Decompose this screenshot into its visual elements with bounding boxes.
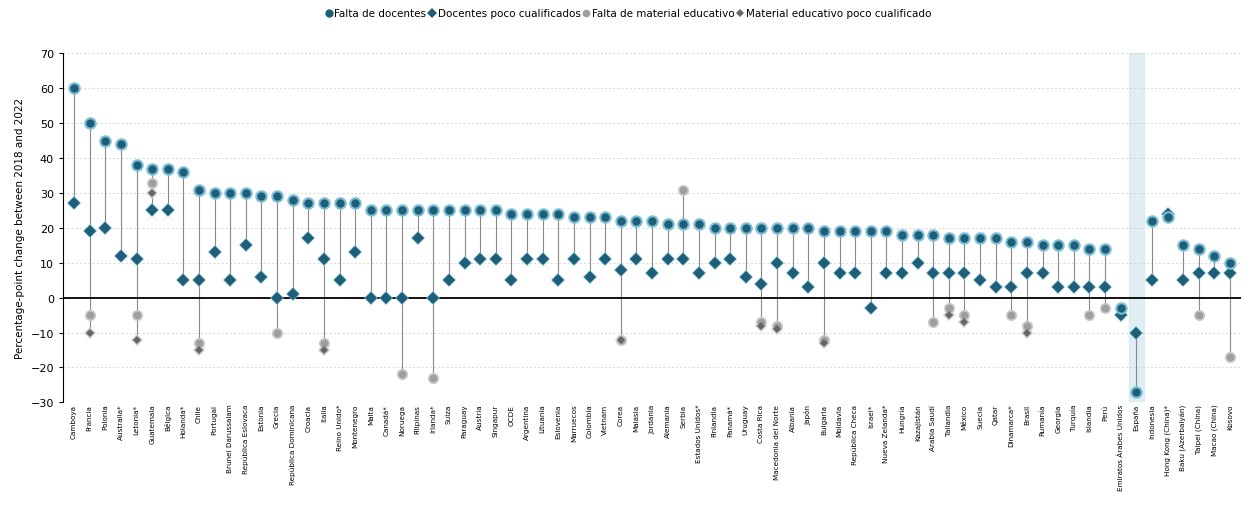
Bar [1129, 55, 1144, 402]
Y-axis label: Percentage-point change between 2018 and 2022: Percentage-point change between 2018 and… [15, 98, 25, 359]
Legend: Falta de docentes, Docentes poco cualificados, Falta de material educativo, Mate: Falta de docentes, Docentes poco cualifi… [320, 5, 936, 24]
